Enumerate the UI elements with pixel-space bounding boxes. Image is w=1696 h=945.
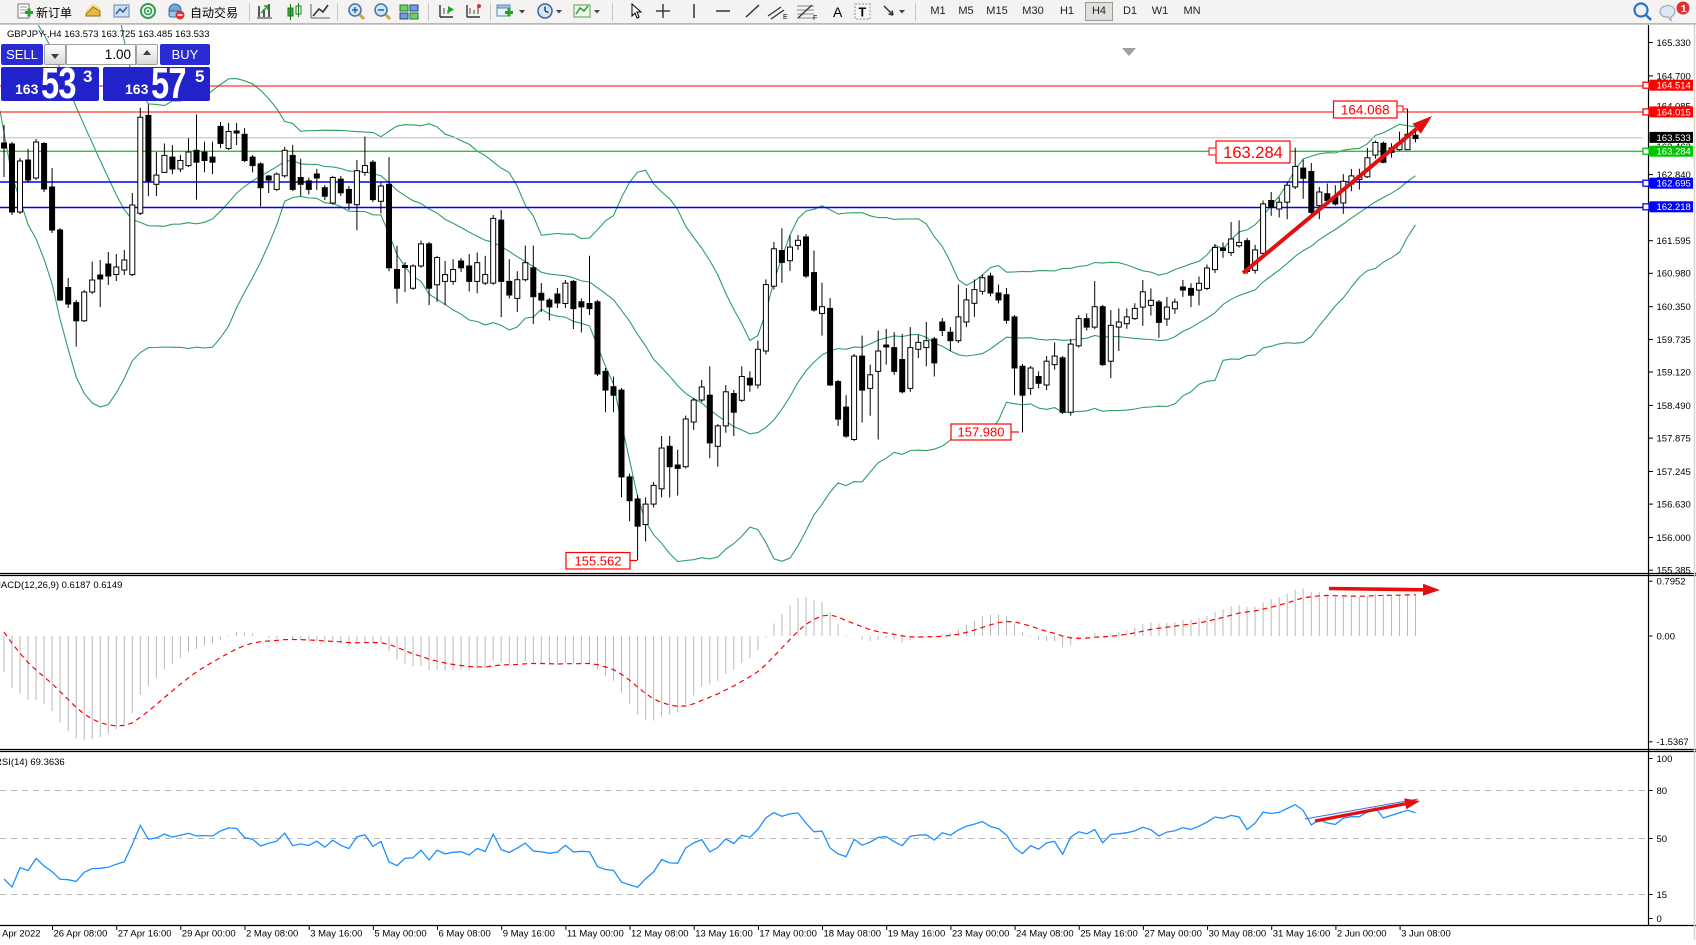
svg-text:GBPJPY-,H4 163.573 163.725 16: GBPJPY-,H4 163.573 163.725 163.485 163.5… <box>7 29 209 40</box>
svg-text:157.980: 157.980 <box>958 425 1005 440</box>
svg-text:12 May 08:00: 12 May 08:00 <box>631 929 689 940</box>
svg-text:25 May 16:00: 25 May 16:00 <box>1080 929 1138 940</box>
svg-text:-1.5367: -1.5367 <box>1657 737 1689 748</box>
svg-text:155.385: 155.385 <box>1657 566 1691 577</box>
svg-text:162.218: 162.218 <box>1657 202 1691 213</box>
svg-text:5 May 00:00: 5 May 00:00 <box>374 929 426 940</box>
svg-text:164.700: 164.700 <box>1657 71 1691 82</box>
svg-text:F: F <box>813 15 817 22</box>
svg-text:11 May 00:00: 11 May 00:00 <box>567 929 624 940</box>
svg-text:26 Apr 08:00: 26 Apr 08:00 <box>54 929 108 940</box>
svg-text:27 May 00:00: 27 May 00:00 <box>1144 929 1202 940</box>
svg-text:157.245: 157.245 <box>1657 467 1691 478</box>
svg-text:163.533: 163.533 <box>1657 133 1691 144</box>
svg-text:E: E <box>783 14 788 21</box>
svg-text:9 May 16:00: 9 May 16:00 <box>503 929 555 940</box>
svg-text:100: 100 <box>1657 754 1673 765</box>
svg-text:50: 50 <box>1657 834 1668 845</box>
svg-text:2 Jun 00:00: 2 Jun 00:00 <box>1337 929 1387 940</box>
svg-text:0: 0 <box>1657 914 1662 925</box>
svg-text:156.630: 156.630 <box>1657 500 1691 511</box>
svg-text:24 May 08:00: 24 May 08:00 <box>1016 929 1074 940</box>
svg-text:17 May 00:00: 17 May 00:00 <box>759 929 817 940</box>
svg-text:80: 80 <box>1657 786 1668 797</box>
svg-text:157.875: 157.875 <box>1657 434 1691 445</box>
svg-text:164.068: 164.068 <box>1341 102 1390 117</box>
svg-text:160.350: 160.350 <box>1657 302 1691 313</box>
svg-text:1: 1 <box>1681 3 1687 15</box>
svg-text:159.120: 159.120 <box>1657 367 1691 378</box>
svg-text:161.595: 161.595 <box>1657 236 1691 247</box>
svg-text:165.330: 165.330 <box>1657 38 1691 49</box>
svg-text:MACD(12,26,9) 0.6187 0.6149: MACD(12,26,9) 0.6187 0.6149 <box>0 580 122 591</box>
svg-text:155.562: 155.562 <box>575 553 622 568</box>
svg-text:Apr 2022: Apr 2022 <box>2 929 41 940</box>
svg-text:163.284: 163.284 <box>1657 147 1691 158</box>
svg-text:27 Apr 16:00: 27 Apr 16:00 <box>118 929 172 940</box>
svg-text:RSI(14) 69.3636: RSI(14) 69.3636 <box>0 757 65 768</box>
svg-text:158.490: 158.490 <box>1657 401 1691 412</box>
svg-text:29 Apr 00:00: 29 Apr 00:00 <box>182 929 236 940</box>
svg-text:3 Jun 08:00: 3 Jun 08:00 <box>1401 929 1451 940</box>
svg-text:156.000: 156.000 <box>1657 533 1691 544</box>
svg-text:160.980: 160.980 <box>1657 269 1691 280</box>
svg-text:163.284: 163.284 <box>1223 144 1283 162</box>
svg-text:164.514: 164.514 <box>1657 81 1691 92</box>
svg-text:6 May 08:00: 6 May 08:00 <box>439 929 491 940</box>
svg-text:2 May 08:00: 2 May 08:00 <box>246 929 298 940</box>
svg-text:31 May 16:00: 31 May 16:00 <box>1273 929 1331 940</box>
svg-text:0.00: 0.00 <box>1657 631 1676 642</box>
svg-text:T: T <box>859 6 867 20</box>
svg-text:13 May 16:00: 13 May 16:00 <box>695 929 753 940</box>
svg-text:15: 15 <box>1657 890 1668 901</box>
svg-text:162.695: 162.695 <box>1657 179 1691 190</box>
svg-text:159.735: 159.735 <box>1657 335 1691 346</box>
svg-text:164.015: 164.015 <box>1657 107 1691 118</box>
svg-text:A: A <box>833 4 843 20</box>
svg-text:18 May 08:00: 18 May 08:00 <box>824 929 882 940</box>
svg-text:23 May 00:00: 23 May 00:00 <box>952 929 1010 940</box>
svg-text:3 May 16:00: 3 May 16:00 <box>310 929 362 940</box>
svg-text:30 May 08:00: 30 May 08:00 <box>1209 929 1267 940</box>
svg-text:19 May 16:00: 19 May 16:00 <box>888 929 946 940</box>
svg-text:0.7952: 0.7952 <box>1657 577 1686 588</box>
svg-text:162.840: 162.840 <box>1657 170 1691 181</box>
